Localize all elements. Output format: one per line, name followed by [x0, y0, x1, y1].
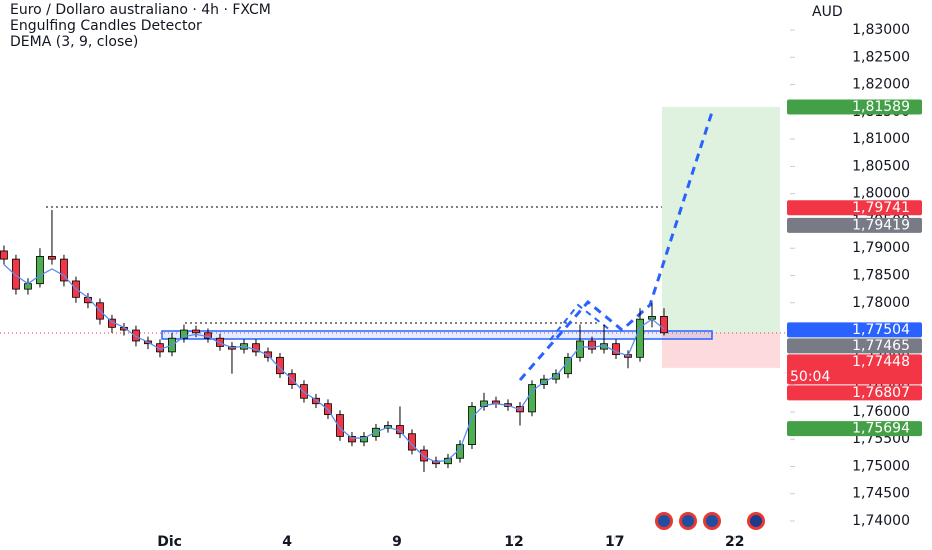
y-tick-label: 1,78000	[852, 295, 910, 311]
y-tick-label: 1,75000	[852, 458, 910, 474]
price-label	[787, 99, 922, 115]
x-tick-label: 12	[504, 534, 523, 550]
price-label-text: 1,79419	[852, 217, 910, 233]
price-label	[787, 354, 922, 385]
candle-body	[360, 436, 368, 443]
y-tick-label: 1,78500	[852, 268, 910, 284]
candle-body	[12, 258, 20, 290]
y-tick-label: 1,83000	[852, 22, 910, 38]
y-tick-label: 1,74000	[852, 513, 910, 529]
indicator-label: Engulfing Candles Detector	[10, 18, 202, 34]
flags	[655, 512, 765, 530]
x-tick-label: 4	[282, 534, 292, 550]
candle-body	[480, 400, 488, 407]
candle-body	[420, 449, 428, 462]
candle-body	[276, 356, 284, 375]
y-tick-label: 1,79000	[852, 240, 910, 256]
candle-body	[408, 433, 416, 451]
candle-body	[576, 340, 584, 358]
candle-body	[216, 337, 224, 347]
candle-body	[48, 256, 56, 260]
candle-body	[192, 329, 200, 334]
price-label	[787, 322, 922, 338]
y-tick-label: 1,80500	[852, 158, 910, 174]
currency: AUD	[812, 4, 843, 20]
candle-body	[60, 258, 68, 282]
candle-body	[588, 340, 596, 350]
plot	[0, 106, 790, 472]
candle-body	[528, 384, 536, 413]
price-label	[787, 200, 922, 216]
candle-body	[24, 283, 32, 290]
candle-body	[660, 316, 668, 334]
dema-line	[3, 264, 665, 463]
y-tick-label: 1,81000	[852, 131, 910, 147]
candle-body	[636, 318, 644, 358]
candle-body	[36, 256, 44, 285]
projection	[518, 111, 714, 381]
support-zone	[161, 330, 713, 340]
x-tick-label: Dic	[157, 534, 182, 550]
y-tick-label: 1,82000	[852, 77, 910, 93]
y-tick-label: 1,74500	[852, 486, 910, 502]
indicator-label: DEMA (3, 9, close)	[10, 34, 138, 50]
price-label-text: 1,77504	[852, 322, 910, 338]
target-zone	[662, 106, 780, 333]
candle-body	[336, 414, 344, 437]
candle-body	[252, 343, 260, 353]
candle-body	[0, 250, 8, 260]
price-label	[787, 385, 922, 401]
x-tick-label: 9	[392, 534, 402, 550]
title: Euro / Dollaro australiano · 4h · FXCM	[10, 2, 271, 18]
y-tick-label: 1,82500	[852, 49, 910, 65]
price-label-text: 1,76807	[852, 385, 910, 401]
price-label-text: 1,77465	[852, 338, 910, 354]
y-tick-label: 1,80000	[852, 186, 910, 202]
projection	[549, 303, 611, 341]
price-label-text: 1,75694	[852, 421, 910, 437]
y-tick-label: 1,76000	[852, 404, 910, 420]
candle-body	[312, 397, 320, 405]
price-label-text: 1,77448	[852, 354, 910, 370]
price-label	[787, 421, 922, 437]
candle-body	[612, 343, 620, 356]
price-label	[787, 338, 922, 354]
x-tick-label: 22	[725, 534, 744, 550]
price-label	[787, 217, 922, 233]
price-label-text: 1,81589	[852, 99, 910, 115]
countdown: 50:04	[790, 369, 830, 385]
candle-body	[348, 436, 356, 443]
candle-body	[132, 329, 140, 342]
x-tick-label: 17	[605, 534, 624, 550]
price-label-text: 1,79741	[852, 200, 910, 216]
candle-body	[180, 329, 188, 339]
